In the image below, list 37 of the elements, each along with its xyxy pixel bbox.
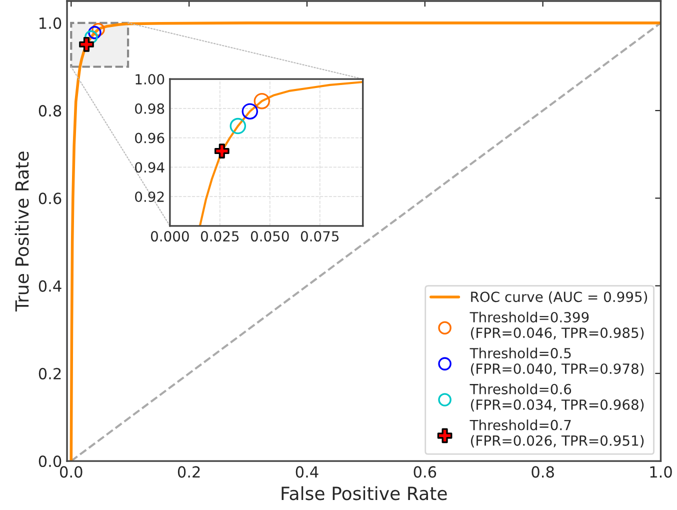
x-tick-label: 0.6 — [414, 466, 436, 478]
x-tick-label: 0.025 — [200, 231, 239, 242]
point — [230, 118, 246, 134]
point — [92, 22, 105, 36]
legend-label: Threshold=0.399 (FPR=0.046, TPR=0.985) — [470, 312, 644, 340]
point — [84, 30, 98, 44]
y-tick-label: 0.92 — [135, 192, 164, 202]
legend-label: Threshold=0.7 (FPR=0.026, TPR=0.951) — [470, 420, 644, 448]
y-tick-label: 0.94 — [135, 162, 164, 173]
y-tick-label: 0.0 — [38, 456, 62, 468]
y-tick-label: 0.2 — [38, 368, 61, 380]
legend-label: Threshold=0.6 (FPR=0.034, TPR=0.968) — [470, 384, 644, 412]
x-tick-label: 0.000 — [150, 231, 189, 242]
point — [254, 92, 270, 110]
y-tick-label: 0.98 — [135, 103, 164, 114]
point — [79, 36, 94, 52]
point — [88, 26, 102, 40]
x-tick-label: 0.075 — [300, 231, 339, 242]
x-tick-label: 1.0 — [650, 466, 672, 478]
y-tick-label: 1.0 — [40, 17, 62, 29]
x-tick-label: 0.0 — [60, 466, 82, 478]
legend-label: Threshold=0.5 (FPR=0.040, TPR=0.978) — [470, 348, 644, 376]
x-axis-title: False Positive Rate — [282, 486, 447, 500]
point — [242, 103, 258, 120]
y-tick-label: 0.96 — [135, 132, 164, 144]
point — [214, 144, 230, 158]
x-tick-label: 0.4 — [296, 466, 318, 478]
y-tick-label: 0.8 — [38, 105, 62, 117]
legend-label: ROC curve (AUC = 0.995) — [471, 291, 648, 304]
x-tick-label: 0.8 — [532, 466, 554, 478]
y-tick-label: 0.4 — [38, 280, 62, 292]
x-tick-label: 0.050 — [250, 231, 289, 242]
y-tick-label: 1.00 — [136, 74, 164, 85]
x-tick-label: 0.2 — [178, 466, 200, 478]
line-series — [198, 80, 363, 226]
y-tick-label: 0.6 — [38, 192, 62, 204]
y-axis-title: True Positive Rate — [14, 152, 29, 312]
